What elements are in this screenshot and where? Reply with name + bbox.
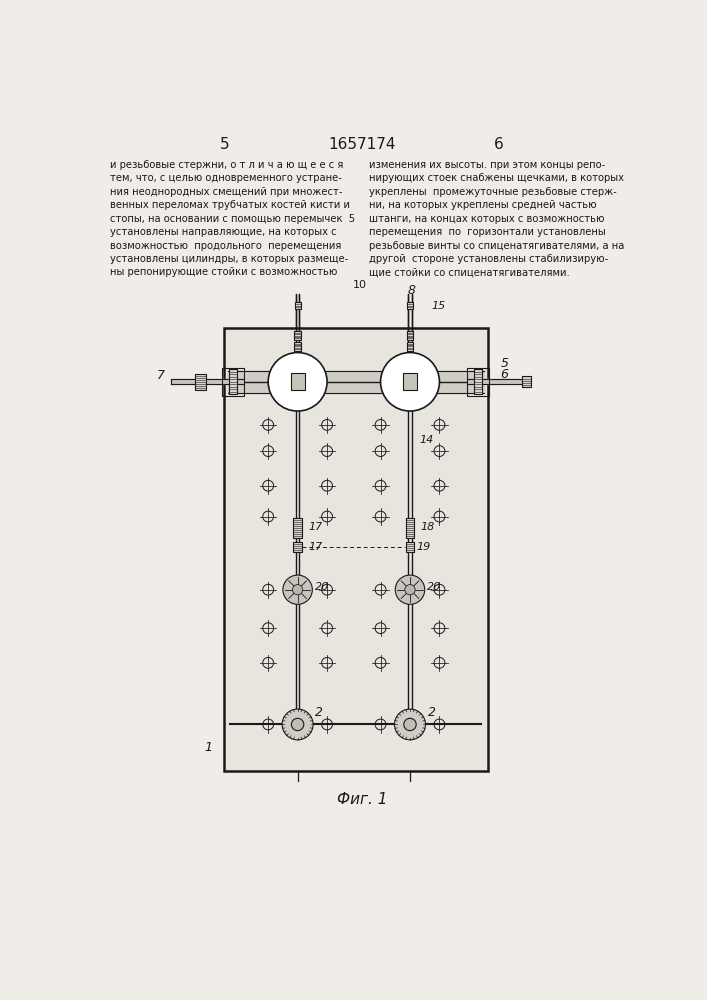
Bar xyxy=(522,376,531,387)
Bar xyxy=(294,331,301,340)
Bar xyxy=(407,302,413,309)
Text: 5: 5 xyxy=(220,137,230,152)
Text: установлены направляющие, на которых с: установлены направляющие, на которых с xyxy=(110,227,337,237)
Text: 7: 7 xyxy=(156,369,165,382)
Text: 2: 2 xyxy=(428,706,436,719)
Text: 15: 15 xyxy=(432,301,446,311)
Text: венных переломах трубчатых костей кисти и: венных переломах трубчатых костей кисти … xyxy=(110,200,350,210)
Text: установлены цилиндры, в которых размеще-: установлены цилиндры, в которых размеще- xyxy=(110,254,349,264)
Bar xyxy=(223,368,244,396)
Bar xyxy=(403,373,417,390)
Text: 6: 6 xyxy=(494,137,504,152)
Text: изменения их высоты. при этом концы репо-: изменения их высоты. при этом концы репо… xyxy=(369,160,605,170)
Bar xyxy=(291,373,305,390)
Text: 17: 17 xyxy=(308,522,322,532)
Text: 4: 4 xyxy=(297,358,304,368)
Bar xyxy=(467,368,489,396)
Bar xyxy=(293,518,302,538)
Circle shape xyxy=(283,575,312,604)
Text: 20: 20 xyxy=(315,582,329,592)
Bar xyxy=(407,331,414,340)
Text: нирующих стоек снабжены щечками, в которых: нирующих стоек снабжены щечками, в котор… xyxy=(369,173,624,183)
Circle shape xyxy=(291,718,304,731)
Text: 1: 1 xyxy=(204,741,212,754)
Text: резьбовые винты со спиценатягивателями, а на: резьбовые винты со спиценатягивателями, … xyxy=(369,241,624,251)
Text: 5: 5 xyxy=(501,357,508,370)
Bar xyxy=(293,542,302,552)
Circle shape xyxy=(282,709,313,740)
Circle shape xyxy=(268,353,327,411)
Text: 8: 8 xyxy=(407,284,416,297)
Text: 4: 4 xyxy=(303,389,310,399)
Text: 2: 2 xyxy=(315,706,323,719)
Circle shape xyxy=(395,709,426,740)
Text: 10: 10 xyxy=(353,280,367,290)
Bar xyxy=(474,369,482,394)
Circle shape xyxy=(404,718,416,731)
Text: ния неоднородных смещений при множест-: ния неоднородных смещений при множест- xyxy=(110,187,343,197)
Text: стопы, на основании с помощью перемычек  5: стопы, на основании с помощью перемычек … xyxy=(110,214,355,224)
Bar xyxy=(407,342,414,351)
Circle shape xyxy=(293,585,303,595)
Text: 20: 20 xyxy=(427,582,441,592)
Bar xyxy=(195,374,206,389)
Text: штанги, на концах которых с возможностью: штанги, на концах которых с возможностью xyxy=(369,214,604,224)
Bar xyxy=(406,542,414,552)
Text: щие стойки со спиценатягивателями.: щие стойки со спиценатягивателями. xyxy=(369,267,570,277)
Text: 11: 11 xyxy=(283,389,297,399)
Bar xyxy=(294,342,301,351)
Bar xyxy=(295,302,300,309)
Text: 1657174: 1657174 xyxy=(328,137,396,152)
Text: 10: 10 xyxy=(276,358,291,368)
Text: ни, на которых укреплены средней частью: ни, на которых укреплены средней частью xyxy=(369,200,597,210)
Text: 19: 19 xyxy=(416,542,431,552)
Text: 14: 14 xyxy=(419,435,433,445)
Text: 10: 10 xyxy=(389,358,403,368)
Circle shape xyxy=(395,575,425,604)
Text: укреплены  промежуточные резьбовые стерж-: укреплены промежуточные резьбовые стерж- xyxy=(369,187,617,197)
Circle shape xyxy=(405,585,415,595)
Circle shape xyxy=(380,353,440,411)
Bar xyxy=(406,518,414,538)
Text: тем, что, с целью одновременного устране-: тем, что, с целью одновременного устране… xyxy=(110,173,342,183)
Bar xyxy=(224,328,488,771)
Text: ны репонирующие стойки с возможностью: ны репонирующие стойки с возможностью xyxy=(110,267,337,277)
Text: 17: 17 xyxy=(308,542,322,552)
Text: другой  стороне установлены стабилизирую-: другой стороне установлены стабилизирую- xyxy=(369,254,608,264)
Text: 18: 18 xyxy=(421,522,435,532)
Text: Фиг. 1: Фиг. 1 xyxy=(337,792,387,807)
Text: и резьбовые стержни, о т л и ч а ю щ е е с я: и резьбовые стержни, о т л и ч а ю щ е е… xyxy=(110,160,344,170)
Text: перемещения  по  горизонтали установлены: перемещения по горизонтали установлены xyxy=(369,227,606,237)
Bar xyxy=(230,369,237,394)
Text: 6: 6 xyxy=(501,368,508,381)
Text: возможностью  продольного  перемещения: возможностью продольного перемещения xyxy=(110,241,341,251)
